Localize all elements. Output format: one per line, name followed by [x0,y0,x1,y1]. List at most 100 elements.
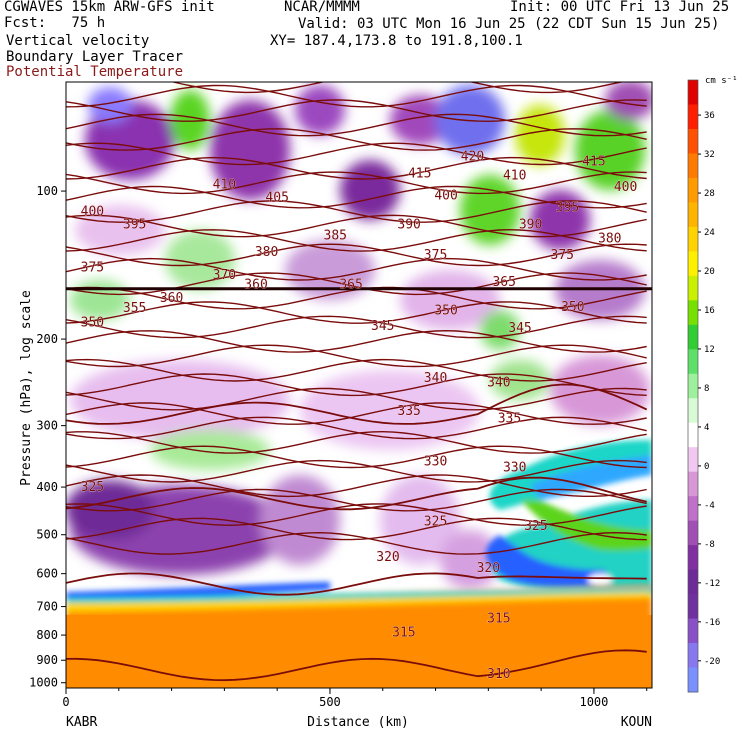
colorbar-tick-label: 32 [704,150,715,160]
theta-label: 405 [265,190,288,205]
colorbar-units: cm s⁻¹ [705,76,738,86]
theta-contour [66,142,647,166]
theta-label: 330 [503,461,526,476]
colorbar-swatch [688,226,698,252]
theta-label: 325 [81,480,104,495]
plot-frame [65,81,653,689]
colorbar-swatch [688,643,698,669]
theta-contour [66,200,647,223]
x-tick-label: 1000 [579,695,608,709]
colorbar-tick-label: 24 [704,228,715,238]
colorbar-swatch [688,594,698,620]
colorbar-tick-label: -4 [704,501,715,511]
colorbar-tick-label: 8 [704,384,709,394]
theta-contour [66,373,647,397]
theta-label: 350 [81,315,104,330]
theta-label: 330 [424,455,447,470]
theta-label: 335 [498,411,521,426]
theta-label: 400 [614,180,637,195]
y-tick-label: 600 [36,567,58,581]
colorbar-swatch [688,128,698,154]
theta-contour [66,344,647,368]
theta-contour [66,84,647,108]
colorbar-swatch [688,447,698,473]
theta-label: 390 [397,218,420,233]
theta-contour [66,459,647,483]
colorbar-tick-label: 20 [704,267,715,277]
colorbar-swatch [688,300,698,326]
y-axis: 100 200 300 400 500 600 700 800 900 1000 [29,184,66,690]
colorbar-swatch [688,202,698,228]
theta-label: 335 [397,404,420,419]
field-bl-tracer: Boundary Layer Tracer [6,49,184,65]
colorbar-swatch [688,569,698,595]
colorbar-frame [687,79,699,693]
theta-contour [66,99,647,123]
theta-label: 395 [123,218,146,233]
theta-label: 315 [392,625,415,640]
theta-label: 325 [524,519,547,534]
colorbar-swatch [688,275,698,301]
theta-label: 380 [598,232,621,247]
theta-label: 395 [556,201,579,216]
theta-label: 375 [81,260,104,275]
theta-contour [66,315,647,339]
y-tick-label: 700 [36,600,58,614]
colorbar-tick-label: 0 [704,462,709,472]
theta-label: 360 [160,291,183,306]
theta-contour [66,228,647,252]
theta-contour [66,531,647,555]
theta-label: 350 [561,300,584,315]
center-label: NCAR/MMMM [284,0,360,15]
colorbar-swatch [688,520,698,546]
theta-contour [66,416,647,440]
colorbar-tick-label: 12 [704,345,715,355]
colorbar-swatch [688,422,698,448]
theta-label: 345 [508,321,531,336]
theta-contour [66,445,647,469]
valid-time: Valid: 03 UTC Mon 16 Jun 25 (22 CDT Sun … [298,16,720,32]
theta-contour [66,387,647,411]
theta-label: 400 [81,204,104,219]
colorbar-tick-label: 16 [704,306,715,316]
colorbar: 36 32 28 24 20 16 12 8 4 0 -4 -8 -12 -16 -20 [687,79,720,693]
theta-label: 365 [339,278,362,293]
theta-contour-labels: 420 415 415 410 410 405 400 400 400 395 395 390 390 3… [80,149,637,682]
theta-contour [66,474,647,498]
y-tick-label: 300 [36,419,58,433]
colorbar-swatch [688,398,698,424]
theta-label: 420 [461,149,484,164]
theta-contour [66,383,648,425]
theta-contour [66,649,647,682]
theta-label: 360 [244,278,267,293]
updraft-plume-shading [486,440,652,597]
theta-label: 410 [503,169,526,184]
y-tick-label: 200 [36,332,58,346]
theta-contour [66,517,647,541]
y-tick-label: 500 [36,528,58,542]
theta-contour [66,156,647,180]
colorbar-tick-label: 4 [704,423,709,433]
x-axis: 0 500 1000 [62,688,648,709]
theta-label: 320 [376,550,399,565]
colorbar-tick-label: 36 [704,111,715,121]
theta-label: 410 [213,178,236,193]
theta-contour [66,329,647,353]
y-tick-label: 1000 [29,676,58,690]
theta-contour [66,257,647,281]
plot-field: 420 415 415 410 410 405 400 400 400 395 395 390 390 3… [66,82,652,688]
colorbar-tick-label: -12 [704,579,720,589]
cross-section-endpoints: XY= 187.4,173.8 to 191.8,100.1 [270,33,523,49]
theta-contour [66,301,647,324]
theta-label: 345 [371,319,394,334]
x-endpoint-right: KOUN [621,715,652,730]
theta-contour [66,214,647,238]
theta-label: 390 [519,218,542,233]
colorbar-swatch [688,373,698,399]
init-time: Init: 00 UTC Fri 13 Jun 25 [510,0,730,15]
colorbar-swatch [688,153,698,179]
colorbar-swatch [688,251,698,277]
colorbar-swatch [688,80,698,105]
colorbar-swatch [688,545,698,571]
